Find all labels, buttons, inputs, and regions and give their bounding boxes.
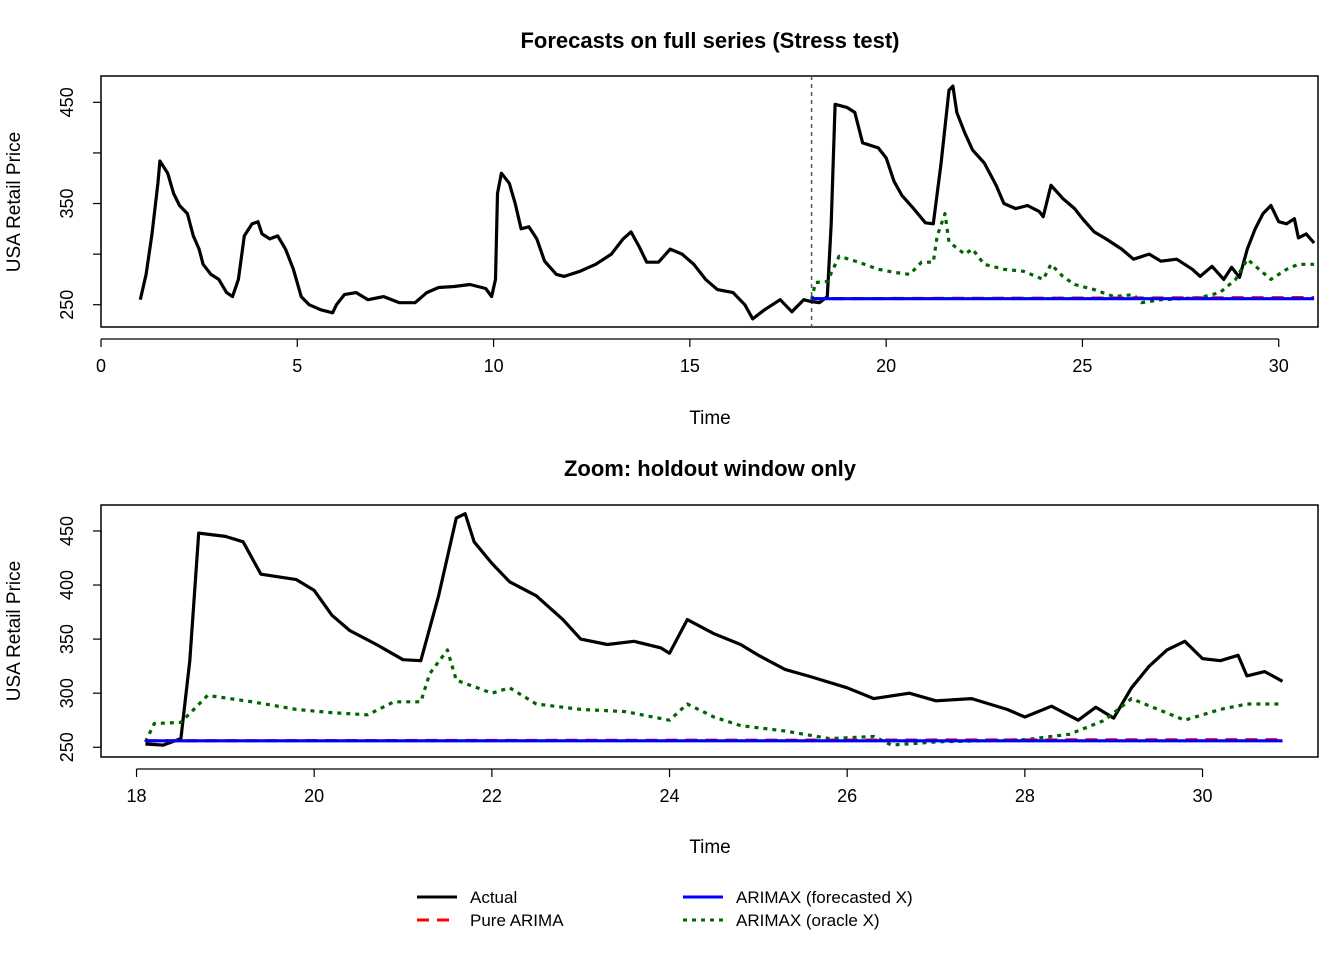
plot-frame	[100, 75, 1319, 328]
chart-title: Forecasts on full series (Stress test)	[520, 28, 899, 53]
y-tick-label: 350	[57, 624, 77, 654]
legend-label-arimax-oracle: ARIMAX (oracle X)	[736, 911, 880, 930]
chart-title: Zoom: holdout window only	[564, 456, 857, 481]
legend-label-pure-arima: Pure ARIMA	[470, 911, 564, 930]
y-tick-label: 450	[57, 87, 77, 117]
legend-label-arimax-forecasted: ARIMAX (forecasted X)	[736, 888, 913, 907]
legend-label-actual: Actual	[470, 888, 517, 907]
x-tick-label: 18	[127, 786, 147, 806]
x-tick-label: 30	[1193, 786, 1213, 806]
x-tick-label: 24	[660, 786, 680, 806]
y-tick-label: 450	[57, 516, 77, 546]
x-axis-label: Time	[689, 408, 731, 429]
y-tick-label: 400	[57, 570, 77, 600]
y-axis-label: USA Retail Price	[4, 132, 25, 272]
panel-holdout-zoom: Zoom: holdout window only Time USA Retai…	[4, 456, 1319, 858]
y-tick-label: 350	[57, 189, 77, 219]
x-tick-label: 30	[1269, 356, 1289, 376]
x-tick-label: 15	[680, 356, 700, 376]
series-line-arimax-oracle	[810, 212, 1315, 305]
y-tick-label: 250	[57, 290, 77, 320]
x-tick-label: 5	[292, 356, 302, 376]
panel-full-series: Forecasts on full series (Stress test) T…	[4, 28, 1319, 429]
legend: Actual Pure ARIMA ARIMAX (forecasted X) …	[417, 888, 913, 930]
x-axis-label: Time	[689, 837, 731, 858]
x-tick-label: 20	[876, 356, 896, 376]
y-tick-label: 300	[57, 678, 77, 708]
x-tick-label: 0	[96, 356, 106, 376]
y-tick-label: 250	[57, 732, 77, 762]
series-line-actual	[145, 512, 1284, 747]
x-tick-label: 20	[304, 786, 324, 806]
y-axis-label: USA Retail Price	[4, 561, 25, 701]
series-line-arimax-oracle	[143, 648, 1283, 747]
x-tick-label: 25	[1072, 356, 1092, 376]
x-tick-label: 22	[482, 786, 502, 806]
x-tick-label: 28	[1015, 786, 1035, 806]
series-line-actual	[138, 84, 1316, 321]
x-tick-label: 26	[837, 786, 857, 806]
x-tick-label: 10	[484, 356, 504, 376]
